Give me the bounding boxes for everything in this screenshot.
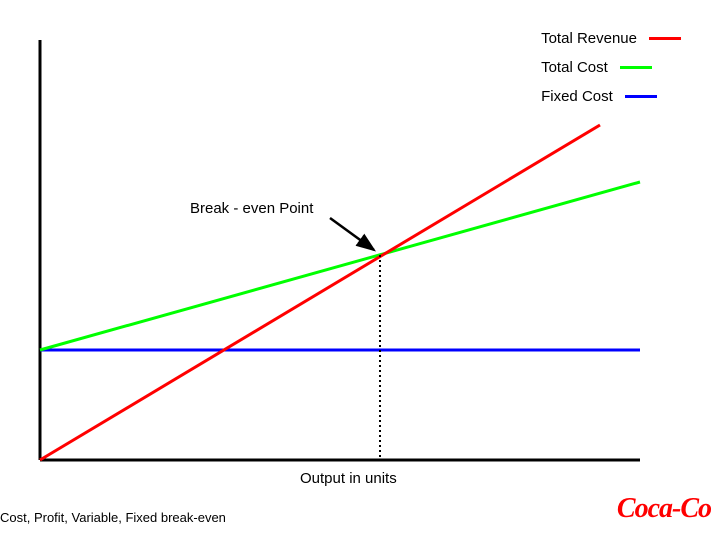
legend-item-fixed-cost: Fixed Cost <box>541 88 681 105</box>
legend-swatch-fixed-cost <box>625 95 657 98</box>
total-cost-line <box>40 182 640 350</box>
legend-label: Total Revenue <box>541 30 637 47</box>
x-axis-label: Output in units <box>300 470 397 487</box>
legend-item-total-cost: Total Cost <box>541 59 681 76</box>
legend: Total Revenue Total Cost Fixed Cost <box>541 30 681 117</box>
break-even-arrow <box>330 218 374 250</box>
legend-swatch-revenue <box>649 37 681 40</box>
legend-swatch-total-cost <box>620 66 652 69</box>
break-even-label: Break - even Point <box>190 200 313 217</box>
legend-item-revenue: Total Revenue <box>541 30 681 47</box>
footer-caption: Cost, Profit, Variable, Fixed break-even <box>0 510 226 525</box>
coca-cola-logo: Coca-Co <box>617 493 711 525</box>
legend-label: Fixed Cost <box>541 88 613 105</box>
break-even-chart: Total Revenue Total Cost Fixed Cost Brea… <box>0 0 711 533</box>
legend-label: Total Cost <box>541 59 608 76</box>
total-revenue-line <box>40 125 600 460</box>
